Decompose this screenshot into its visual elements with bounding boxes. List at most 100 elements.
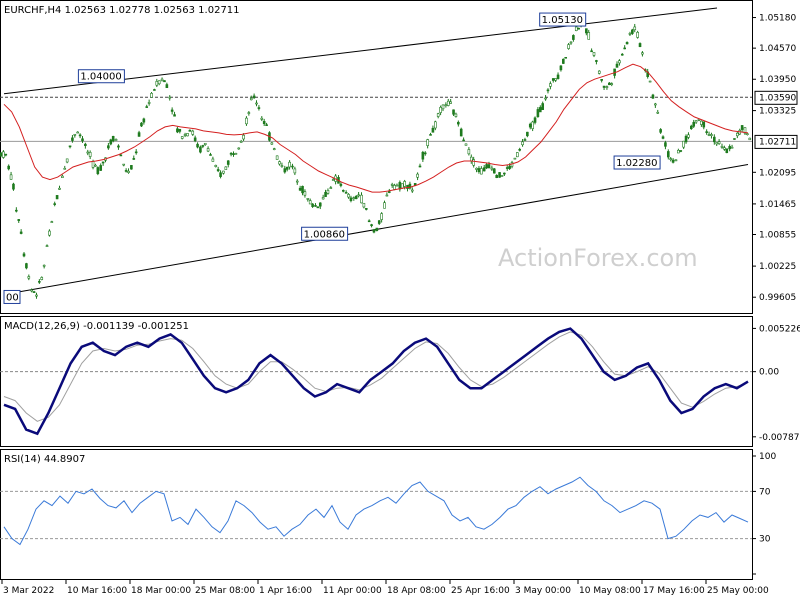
candle-body — [674, 159, 678, 162]
candle-body — [71, 137, 74, 141]
candle-body — [132, 158, 136, 160]
candle-body — [416, 173, 419, 178]
candle-body — [155, 81, 159, 86]
candle-body — [214, 165, 218, 167]
time-tick-label: 10 Mar 16:00 — [67, 586, 127, 596]
candle-body — [702, 121, 706, 128]
annotation-box — [539, 12, 587, 27]
candle-body — [137, 132, 141, 137]
candle-body — [452, 109, 455, 115]
candle-body — [364, 208, 368, 210]
candle-body — [270, 142, 274, 145]
candle-body — [692, 122, 696, 127]
candle-body — [352, 197, 356, 199]
candle-body — [247, 112, 251, 114]
candle-body — [390, 184, 394, 186]
candle-body — [444, 104, 448, 106]
candle-body — [707, 134, 711, 136]
candle-body — [17, 219, 21, 221]
candle-body — [636, 32, 639, 38]
candle-body — [50, 221, 54, 223]
candle-body — [130, 165, 133, 170]
candle-body — [84, 143, 87, 147]
candle-body — [482, 167, 486, 172]
candle-body — [145, 106, 149, 108]
candle-body — [12, 183, 15, 190]
candle-body — [53, 203, 56, 205]
candle-body — [19, 231, 23, 234]
price-tick-label: 0.99605 — [759, 293, 796, 303]
candle-body — [216, 169, 220, 172]
candle-body — [654, 103, 657, 106]
candle-body — [234, 153, 238, 155]
candle-body — [295, 180, 299, 183]
rsi-tick-label: 30 — [759, 535, 771, 545]
candle-body — [265, 124, 268, 126]
candle-body — [4, 153, 8, 156]
candle-body — [27, 276, 31, 279]
candle-body — [349, 197, 353, 202]
candle-body — [38, 281, 41, 283]
candle-body — [743, 127, 747, 134]
candle-body — [63, 167, 67, 170]
candle-body — [487, 164, 491, 169]
price-axis: 1.05180 1.04570 1.03950 1.03590 1.03325 1.027… — [752, 14, 798, 303]
candle-body — [196, 143, 199, 148]
candle-body — [408, 183, 412, 189]
candle-body — [528, 123, 532, 128]
candle-body — [272, 148, 276, 150]
candle-body — [661, 136, 665, 139]
candle-body — [91, 161, 95, 168]
candle-body — [226, 160, 230, 165]
candle-body — [94, 164, 97, 167]
candle-body — [127, 170, 130, 173]
candle-body — [117, 145, 120, 148]
candle-body — [495, 175, 498, 178]
candle-body — [411, 189, 414, 192]
candle-body — [728, 146, 731, 150]
candle-body — [556, 74, 560, 79]
price-tag-label: 1.02711 — [759, 137, 796, 147]
candle-body — [370, 224, 373, 227]
candle-body — [193, 137, 197, 142]
candle-body — [383, 202, 386, 209]
candle-body — [291, 165, 294, 168]
candle-body — [682, 140, 685, 148]
candle-body — [477, 168, 481, 173]
candle-body — [628, 33, 632, 35]
candle-body — [733, 138, 736, 140]
candle-body — [669, 158, 672, 160]
candle-body — [723, 147, 726, 150]
candle-body — [472, 159, 475, 166]
time-tick-label: 11 Apr 00:00 — [323, 586, 382, 596]
candle-body — [153, 89, 156, 91]
candle-body — [357, 194, 360, 197]
candle-body — [280, 165, 284, 167]
macd-panel-title: MACD(12,26,9) -0.001139 -0.001251 — [4, 321, 189, 332]
candle-body — [222, 170, 225, 174]
candle-body — [485, 164, 488, 169]
candle-body — [518, 149, 521, 151]
candle-body — [354, 196, 358, 200]
candle-body — [523, 139, 527, 141]
candle-body — [610, 83, 614, 85]
macd-line — [3, 327, 749, 436]
candle-body — [362, 202, 366, 208]
candle-body — [648, 80, 652, 83]
candle-body — [99, 165, 103, 171]
candle-body — [651, 94, 655, 99]
candle-body — [666, 151, 670, 158]
candle-body — [341, 190, 345, 192]
candle-body — [35, 294, 38, 297]
candle-body — [242, 134, 245, 140]
time-tick-label: 18 Apr 08:00 — [387, 586, 446, 596]
candle-body — [224, 166, 228, 170]
candle-body — [109, 139, 113, 145]
time-tick-label: 3 May 00:00 — [515, 586, 571, 596]
candle-body — [173, 114, 176, 117]
price-tick-label: 1.05180 — [759, 14, 796, 24]
candle-body — [659, 129, 662, 133]
candle-body — [283, 168, 287, 173]
candle-body — [403, 181, 406, 187]
candle-body — [229, 152, 233, 155]
